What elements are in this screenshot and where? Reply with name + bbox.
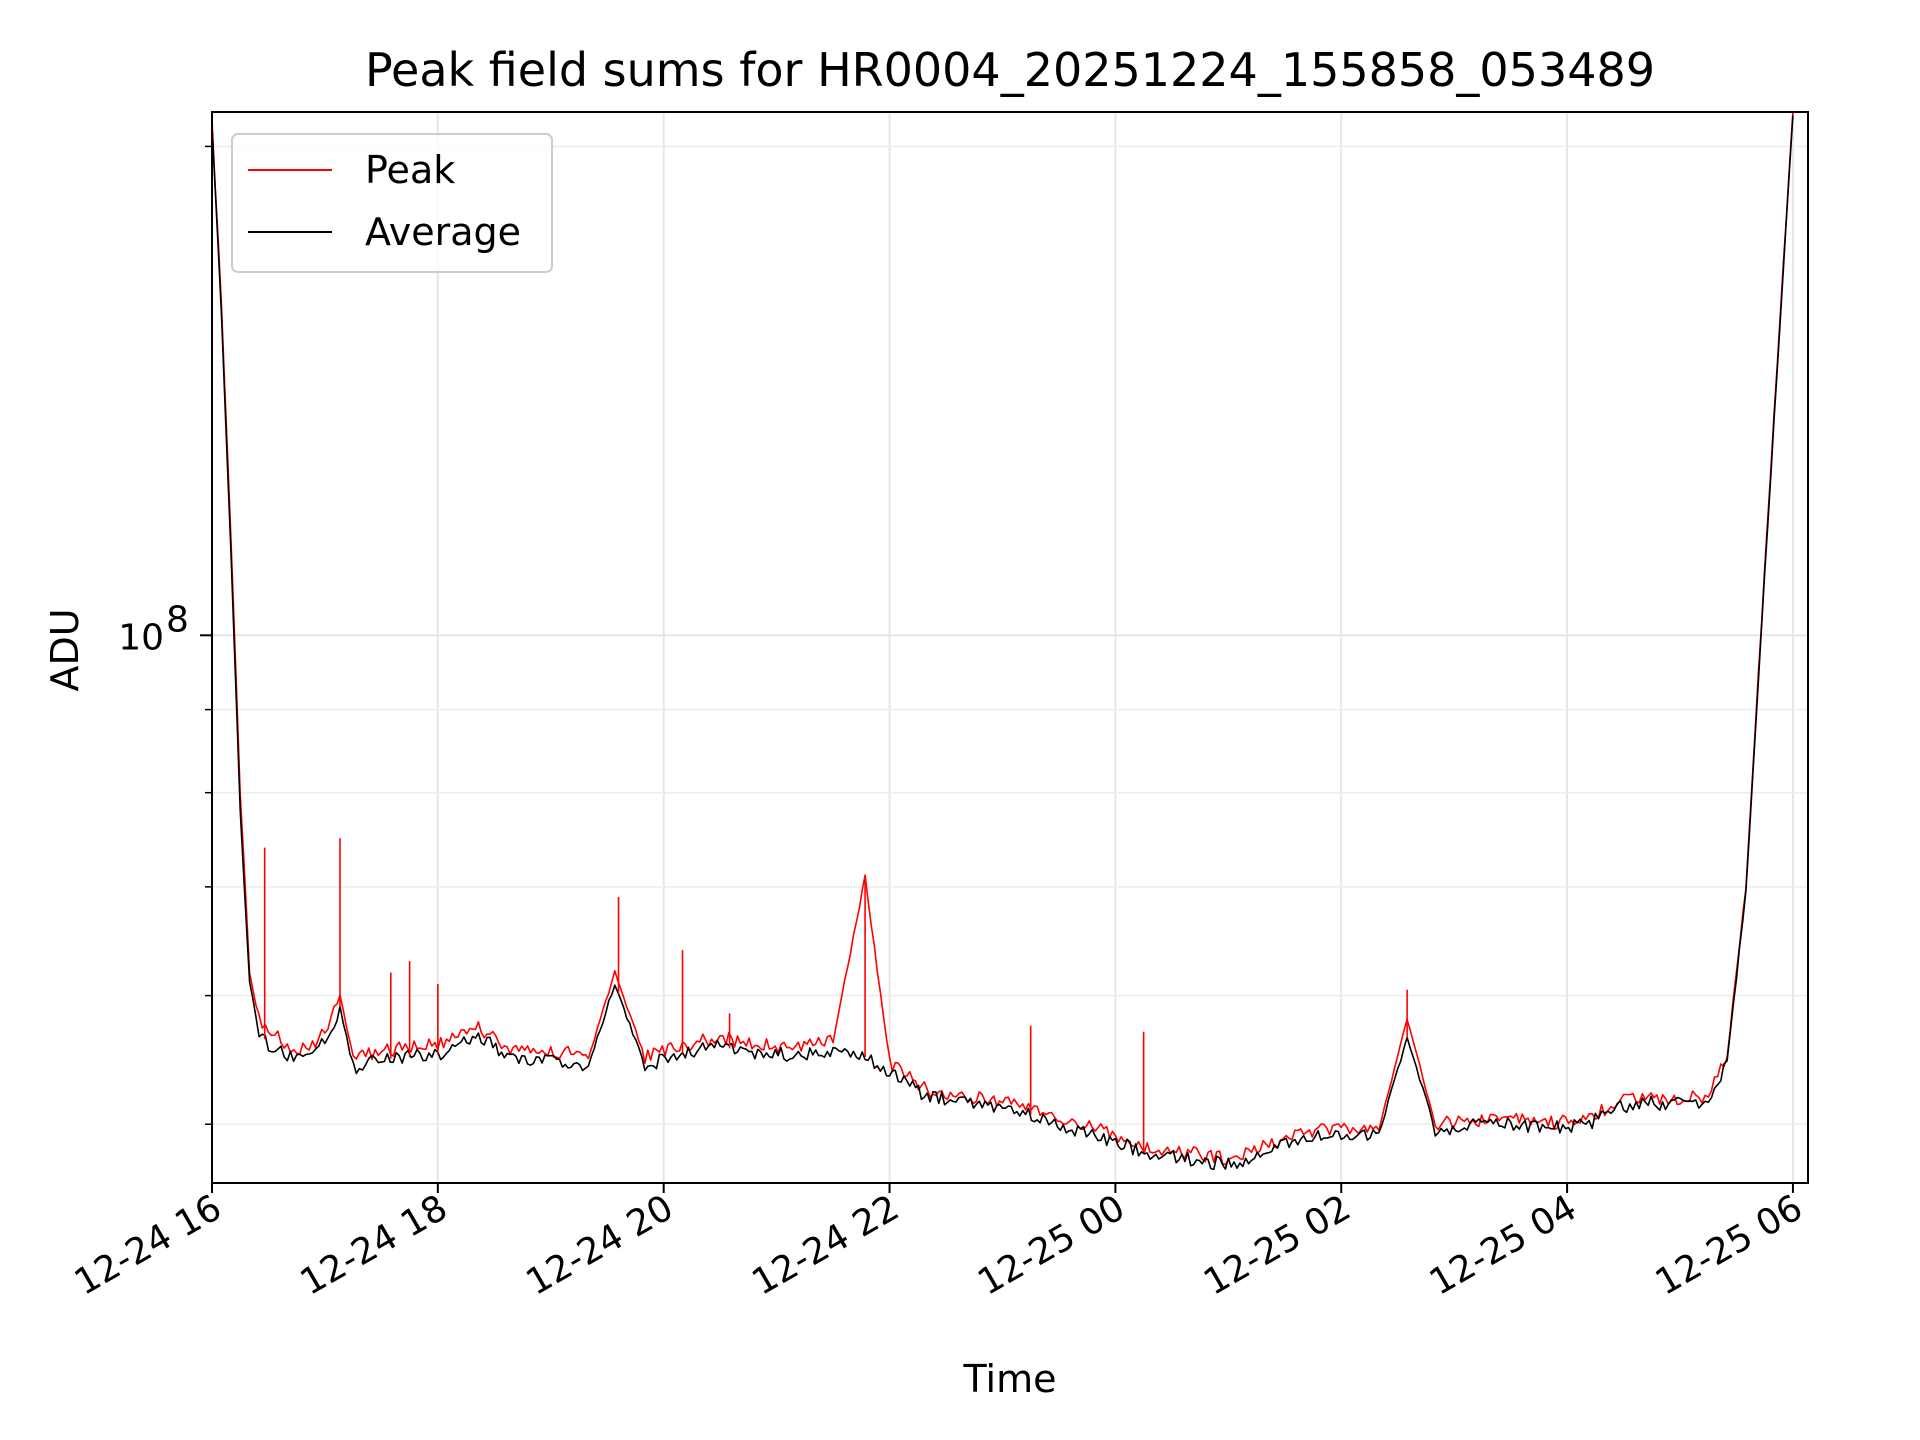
legend: Peak Average xyxy=(231,133,553,273)
y-tick-label-exponent-0: 8 xyxy=(166,599,189,640)
legend-label-average: Average xyxy=(365,210,521,254)
series-line-peak xyxy=(212,112,1794,1166)
series-layer xyxy=(212,112,1794,1171)
x-axis-label: Time xyxy=(963,1357,1057,1401)
legend-box xyxy=(231,133,553,273)
y-tick-label-base-0: 10 xyxy=(118,617,164,658)
series-line-average xyxy=(212,115,1794,1171)
plot-frame xyxy=(211,111,1809,1184)
y-axis: 10 8 xyxy=(118,145,212,1125)
legend-label-peak: Peak xyxy=(365,148,455,192)
y-axis-label: ADU xyxy=(43,608,87,691)
chart-title: Peak field sums for HR0004_20251224_1558… xyxy=(365,43,1655,97)
